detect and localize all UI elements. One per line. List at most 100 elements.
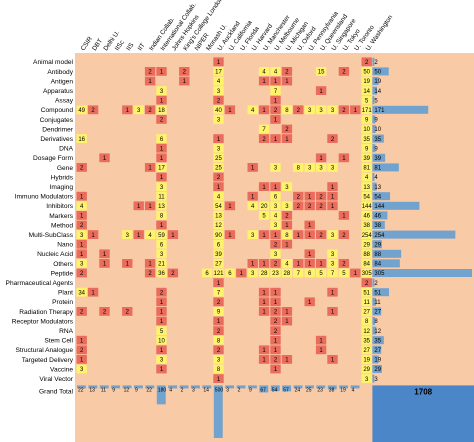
row-total-bar <box>372 57 375 66</box>
cell-value: 4 <box>148 233 152 239</box>
cell-value: 2 <box>342 108 346 114</box>
heatmap-cell <box>87 287 99 297</box>
row-total-bar <box>372 125 376 133</box>
row-total-bar <box>372 288 390 297</box>
cell-value: 3 <box>217 89 221 95</box>
cell-value: 2 <box>274 242 278 248</box>
heatmap-cell <box>224 230 236 239</box>
heatmap-cell <box>213 95 224 105</box>
cell-value: 1 <box>274 367 278 373</box>
row-total-value: 29 <box>374 367 381 373</box>
cell-value: 1 <box>91 290 95 296</box>
heatmap-cell <box>156 297 167 307</box>
cell-value: 4 <box>285 262 289 268</box>
heatmap-cell <box>270 191 281 201</box>
cell-value: 40 <box>215 108 222 114</box>
row-total-bar <box>372 192 391 201</box>
cell-value: 3 <box>217 146 221 152</box>
row-total-value: 38 <box>374 223 381 229</box>
heatmap-cell <box>87 230 99 239</box>
cell-value: 1 <box>80 242 84 248</box>
heatmap-cell <box>361 182 372 191</box>
heatmap-cell <box>213 335 224 345</box>
cell-value: 1 <box>148 204 152 210</box>
heatmap-cell <box>122 230 133 239</box>
cell-value: 1 <box>137 204 141 210</box>
row-label: Inhibitors <box>46 203 73 210</box>
cell-value: 34 <box>78 290 85 296</box>
row-total-bar <box>372 336 384 345</box>
heatmap-cell <box>213 268 224 278</box>
heatmap-cell <box>76 249 87 259</box>
heatmap-cell <box>281 307 293 316</box>
cell-value: 1 <box>262 233 266 239</box>
cell-value: 19 <box>363 358 370 364</box>
heatmap-cell <box>315 268 327 278</box>
heatmap-cell <box>270 297 281 307</box>
cell-value: 2 <box>319 233 323 239</box>
cell-value: 1 <box>160 156 164 162</box>
row-label: Radiation Therapy <box>19 309 73 316</box>
row-label: Plant <box>58 290 73 297</box>
row-total-bar <box>372 153 386 162</box>
row-total-value: 4 <box>374 175 378 181</box>
cell-value: 3 <box>251 271 255 277</box>
row-total-bar <box>372 221 385 229</box>
row-label: Structural Analogue <box>15 347 73 354</box>
column-total-bar <box>316 385 326 389</box>
cell-value: 1 <box>160 70 164 76</box>
cell-value: 3 <box>160 89 164 95</box>
row-total-bar <box>372 345 382 354</box>
column-total-value: 9 <box>135 387 138 393</box>
row-label: Assay <box>55 98 74 105</box>
heatmap-cell <box>361 297 372 307</box>
cell-value: 1 <box>217 137 221 143</box>
cell-value: 1 <box>217 60 221 66</box>
heatmap-cell <box>156 326 167 335</box>
cell-value: 1 <box>274 137 278 143</box>
heatmap-cell <box>327 259 338 268</box>
cell-value: 8 <box>217 367 221 373</box>
heatmap-cell <box>156 115 167 124</box>
heatmap-cell <box>76 259 87 268</box>
column-total-bar <box>179 385 189 389</box>
heatmap-cell <box>361 355 372 364</box>
cell-value: 35 <box>363 137 370 143</box>
cell-value: 46 <box>363 214 370 220</box>
column-total-bar <box>225 385 235 389</box>
heatmap-cell <box>258 297 270 307</box>
heatmap-cell <box>236 268 247 278</box>
cell-value: 1 <box>331 310 335 316</box>
cell-value: 3 <box>137 108 141 114</box>
heatmap-cell <box>304 163 315 172</box>
heatmap-cell <box>258 259 270 268</box>
cell-value: 3 <box>285 204 289 210</box>
cell-value: 1 <box>80 214 84 220</box>
heatmap-cell <box>338 67 350 76</box>
heatmap-cell <box>270 211 281 220</box>
cell-value: 17 <box>158 166 165 172</box>
column-total-bar <box>202 385 212 389</box>
heatmap-cell <box>76 191 87 201</box>
row-total-value: 2 <box>374 60 378 66</box>
heatmap-cell <box>156 230 167 239</box>
cell-value: 2 <box>274 108 278 114</box>
cell-value: 49 <box>78 108 85 114</box>
heatmap-cell <box>76 201 87 211</box>
row-total-value: 9 <box>374 118 378 124</box>
column-total-value: 25 <box>306 387 312 393</box>
heatmap-cell <box>87 105 99 115</box>
cell-value: 21 <box>158 262 165 268</box>
cell-value: 3 <box>331 166 335 172</box>
heatmap-cell <box>361 211 372 220</box>
heatmap-cell <box>315 67 327 76</box>
heatmap-cell <box>270 163 281 172</box>
row-total-value: 19 <box>374 358 381 364</box>
cell-value: 13 <box>158 204 165 210</box>
cell-value: 2 <box>331 137 335 143</box>
column-total-value: 500 <box>215 387 224 393</box>
heatmap-cell <box>213 163 224 172</box>
cell-value: 10 <box>158 338 165 344</box>
row-total-bar <box>372 182 377 191</box>
cell-value: 2 <box>274 329 278 335</box>
